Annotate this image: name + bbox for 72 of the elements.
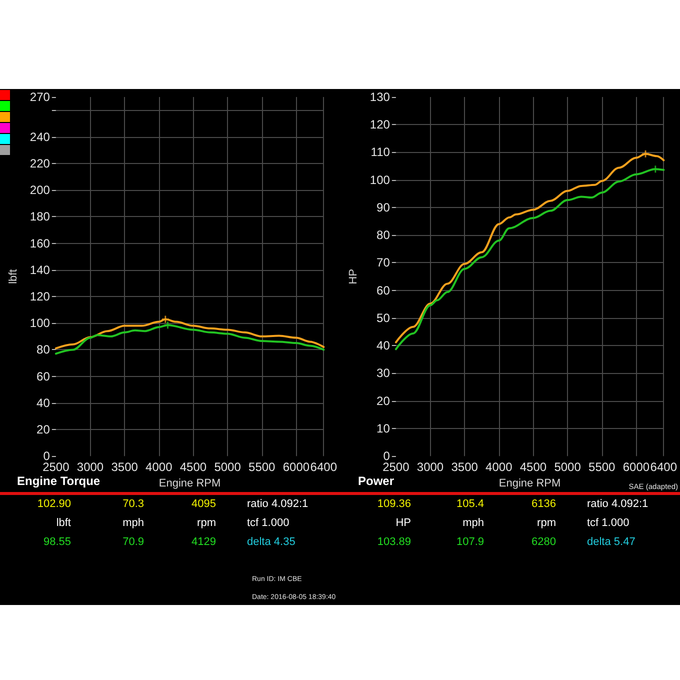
text: rpm bbox=[197, 517, 216, 530]
text: ratio 4.092:1 bbox=[247, 498, 308, 511]
y-tick-label: 10 bbox=[376, 421, 390, 436]
y-tick-label: 180 bbox=[30, 210, 50, 224]
y-tick-label: 50 bbox=[376, 310, 390, 325]
y-tick-label: 70 bbox=[376, 256, 390, 270]
y-tick-label: 100 bbox=[370, 172, 390, 187]
text: tcf 1.000 bbox=[247, 517, 290, 530]
x-tick-label: 3000 bbox=[76, 460, 104, 474]
y-tick-label: 100 bbox=[30, 316, 50, 330]
x-tick-label: 3000 bbox=[416, 460, 444, 474]
x-tick-label: 6000 bbox=[282, 460, 310, 474]
text: rpm bbox=[537, 517, 556, 530]
x-tick-label: 5000 bbox=[554, 460, 582, 474]
text: 70.3 bbox=[122, 498, 144, 511]
x-tick-label: 6400 bbox=[650, 460, 678, 474]
y-tick-label: 120 bbox=[370, 118, 390, 132]
text: Power bbox=[358, 474, 394, 488]
y-tick-label: 110 bbox=[370, 145, 390, 160]
x-tick-label: 5000 bbox=[214, 460, 242, 474]
x-tick-label: 4500 bbox=[520, 460, 547, 474]
x-tick-label: 6400 bbox=[310, 460, 338, 474]
y-tick-label: 140 bbox=[30, 262, 50, 277]
y-tick-label: 270 bbox=[30, 90, 50, 104]
y-axis-title: HP bbox=[348, 268, 360, 284]
y-axis-title: lbft bbox=[8, 269, 20, 284]
text: 70.9 bbox=[122, 536, 144, 549]
x-tick-label: 6000 bbox=[622, 460, 650, 474]
x-tick-label: 4000 bbox=[486, 460, 513, 474]
y-tick-label: 220 bbox=[30, 156, 50, 170]
text: ratio 4.092:1 bbox=[587, 498, 648, 511]
y-tick-label: 40 bbox=[36, 396, 50, 410]
y-tick-label: 30 bbox=[376, 366, 390, 380]
text: Engine Torque bbox=[17, 474, 100, 488]
text: 98.55 bbox=[43, 536, 71, 549]
y-tick-label: 60 bbox=[376, 283, 390, 298]
text: HP bbox=[396, 517, 411, 530]
text: 109.36 bbox=[377, 498, 411, 511]
text: tcf 1.000 bbox=[587, 517, 630, 530]
text: 6136 bbox=[532, 498, 556, 511]
text: 107.9 bbox=[456, 536, 484, 549]
y-tick-label: 120 bbox=[30, 290, 50, 304]
x-tick-label: 3500 bbox=[451, 460, 478, 474]
text: 6280 bbox=[532, 536, 556, 549]
y-tick-label: 80 bbox=[376, 228, 390, 242]
x-tick-label: 4000 bbox=[146, 460, 173, 474]
y-tick-label: 160 bbox=[30, 236, 50, 250]
y-tick-label: 90 bbox=[376, 200, 390, 214]
y-tick-label: 130 bbox=[370, 90, 390, 104]
text: lbft bbox=[56, 517, 71, 530]
y-tick-label: 200 bbox=[30, 183, 50, 198]
text: 103.89 bbox=[377, 536, 411, 549]
x-tick-label: 5500 bbox=[248, 460, 276, 474]
x-tick-label: 4500 bbox=[180, 460, 207, 474]
y-tick-label: 40 bbox=[376, 338, 390, 353]
text: delta 5.47 bbox=[587, 536, 636, 549]
text: 4095 bbox=[192, 498, 216, 511]
y-tick-label: 80 bbox=[36, 342, 50, 357]
text: 4129 bbox=[192, 536, 216, 549]
text: 105.4 bbox=[456, 498, 484, 511]
x-axis-title: Engine RPM bbox=[498, 478, 561, 490]
text: mph bbox=[122, 517, 144, 530]
text: mph bbox=[462, 517, 484, 530]
text: delta 4.35 bbox=[247, 536, 296, 549]
x-tick-label: 5500 bbox=[588, 460, 616, 474]
x-tick-label: 3500 bbox=[111, 460, 138, 474]
y-tick-label: 240 bbox=[30, 130, 50, 144]
y-tick-label: 60 bbox=[36, 369, 50, 384]
text: 102.90 bbox=[37, 498, 71, 511]
x-axis-title: Engine RPM bbox=[158, 478, 221, 490]
y-tick-label: 20 bbox=[36, 422, 50, 436]
y-tick-label: 20 bbox=[376, 394, 390, 408]
